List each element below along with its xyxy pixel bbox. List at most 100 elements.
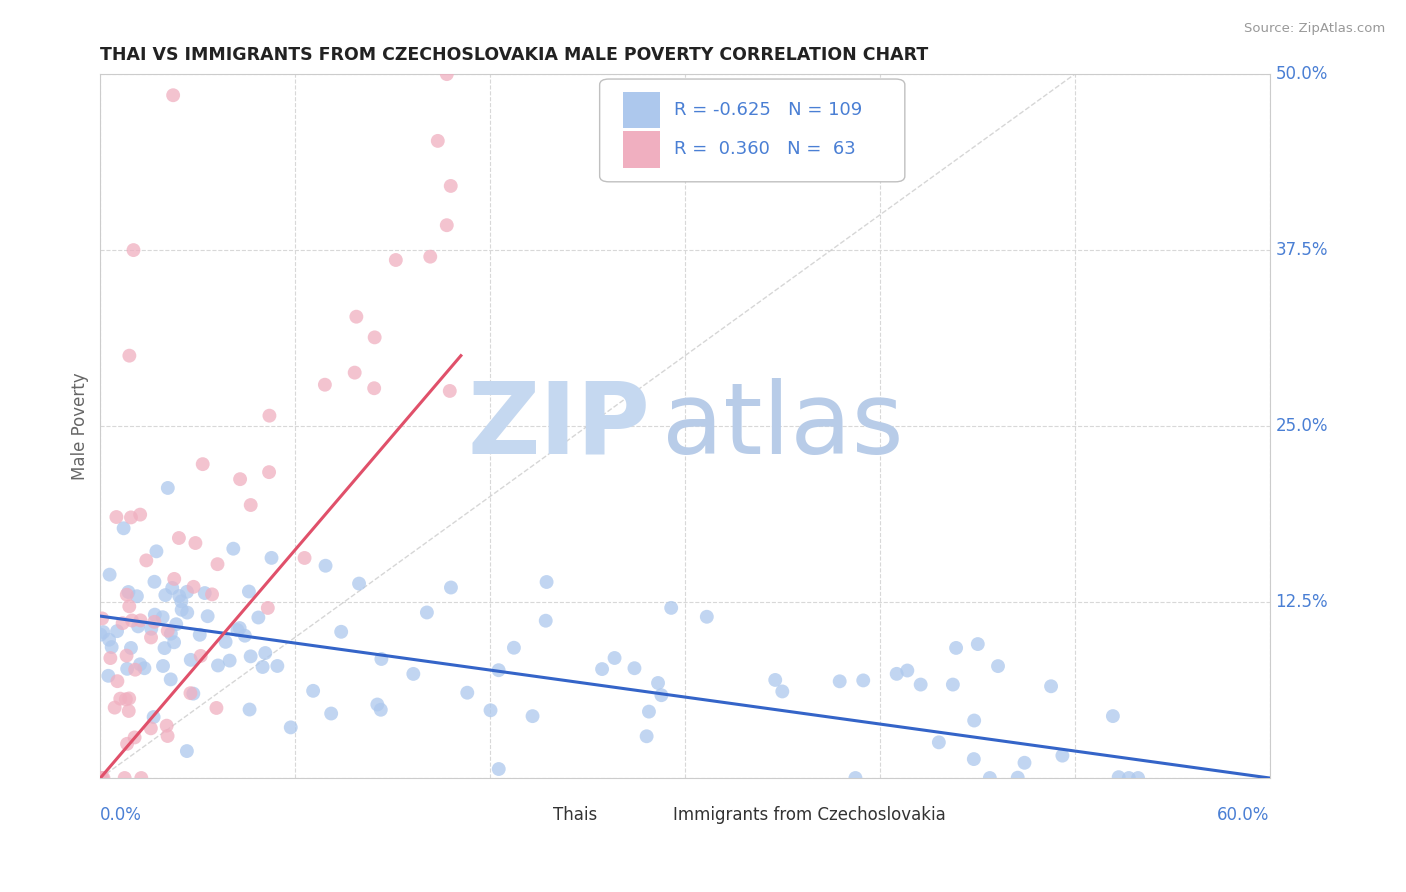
Point	[440, 581, 463, 595]
Point	[945, 640, 967, 655]
Text: ZIP: ZIP	[467, 377, 650, 475]
Point	[385, 252, 408, 267]
Point	[205, 701, 228, 715]
Point	[979, 771, 1001, 785]
Point	[256, 601, 278, 615]
Point	[436, 67, 458, 81]
Point	[370, 652, 392, 666]
Text: 12.5%: 12.5%	[1275, 593, 1329, 611]
Point	[111, 616, 134, 631]
Point	[844, 771, 866, 785]
Point	[229, 472, 252, 486]
Point	[110, 691, 132, 706]
Point	[479, 703, 502, 717]
Point	[115, 692, 138, 706]
Point	[1014, 756, 1036, 770]
Point	[139, 631, 162, 645]
Point	[89, 627, 111, 641]
Point	[100, 640, 122, 654]
Point	[118, 349, 141, 363]
Point	[141, 622, 163, 636]
Point	[120, 510, 142, 524]
Point	[1007, 771, 1029, 785]
Point	[197, 609, 219, 624]
FancyBboxPatch shape	[623, 131, 661, 168]
Point	[160, 626, 183, 640]
Point	[963, 752, 986, 766]
Point	[183, 580, 205, 594]
Point	[214, 635, 236, 649]
Point	[115, 648, 138, 663]
Point	[176, 606, 198, 620]
Point	[1108, 770, 1130, 784]
Point	[91, 625, 114, 640]
Point	[315, 558, 337, 573]
Point	[650, 688, 672, 702]
Point	[165, 617, 187, 632]
Point	[259, 409, 281, 423]
Point	[145, 544, 167, 558]
Text: 37.5%: 37.5%	[1275, 241, 1329, 259]
Point	[162, 88, 184, 103]
Point	[238, 584, 260, 599]
Point	[347, 576, 370, 591]
Point	[763, 673, 786, 687]
Point	[98, 651, 121, 665]
Point	[896, 664, 918, 678]
Point	[114, 771, 136, 785]
Point	[160, 581, 183, 595]
Point	[207, 557, 229, 571]
Point	[233, 629, 256, 643]
Point	[344, 310, 367, 324]
Point	[180, 653, 202, 667]
Point	[122, 243, 145, 257]
Point	[294, 551, 316, 566]
FancyBboxPatch shape	[636, 802, 666, 829]
Point	[176, 584, 198, 599]
Text: Thais: Thais	[553, 806, 598, 824]
Point	[118, 599, 141, 614]
Point	[188, 628, 211, 642]
Point	[416, 606, 439, 620]
Point	[134, 661, 156, 675]
Point	[98, 632, 121, 647]
Point	[257, 465, 280, 479]
Point	[163, 572, 186, 586]
Point	[91, 771, 114, 785]
Point	[280, 720, 302, 734]
Point	[330, 624, 353, 639]
Point	[97, 669, 120, 683]
Point	[170, 603, 193, 617]
Point	[488, 762, 510, 776]
Point	[159, 673, 181, 687]
Point	[321, 706, 343, 721]
Point	[1118, 771, 1140, 785]
Point	[942, 677, 965, 691]
Text: 25.0%: 25.0%	[1275, 417, 1329, 435]
Point	[228, 621, 250, 635]
Text: Immigrants from Czechoslovakia: Immigrants from Czechoslovakia	[673, 806, 946, 824]
Point	[129, 508, 152, 522]
Point	[456, 686, 478, 700]
Point	[115, 588, 138, 602]
Point	[127, 619, 149, 633]
Point	[440, 178, 463, 193]
Point	[183, 687, 205, 701]
Text: THAI VS IMMIGRANTS FROM CZECHOSLOVAKIA MALE POVERTY CORRELATION CHART: THAI VS IMMIGRANTS FROM CZECHOSLOVAKIA M…	[100, 46, 928, 64]
Point	[536, 574, 558, 589]
Point	[115, 737, 138, 751]
Point	[314, 377, 336, 392]
Point	[156, 719, 179, 733]
Point	[252, 660, 274, 674]
Text: R =  0.360   N =  63: R = 0.360 N = 63	[675, 140, 856, 159]
Text: 60.0%: 60.0%	[1218, 806, 1270, 824]
Text: 0.0%: 0.0%	[100, 806, 142, 824]
Point	[603, 651, 626, 665]
Point	[419, 250, 441, 264]
Point	[910, 677, 932, 691]
Point	[963, 714, 986, 728]
Point	[638, 705, 661, 719]
Point	[129, 771, 152, 785]
Point	[363, 330, 385, 344]
Point	[105, 510, 128, 524]
